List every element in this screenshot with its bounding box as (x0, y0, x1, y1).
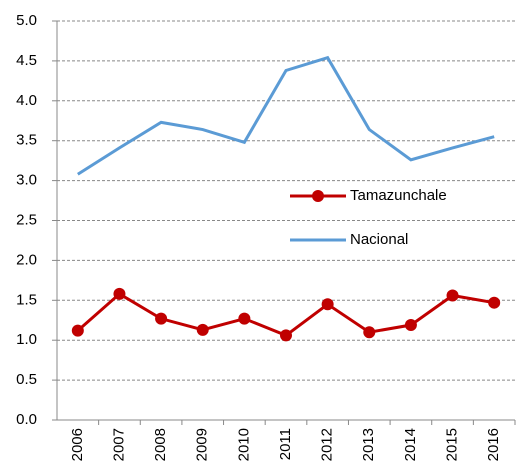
x-tick-label: 2006 (69, 428, 86, 461)
y-tick-label: 1.0 (16, 331, 37, 348)
x-tick-label: 2016 (485, 428, 502, 461)
x-tick-label: 2012 (319, 428, 336, 461)
x-tick-label: 2009 (194, 428, 211, 461)
x-tick-label: 2011 (277, 428, 294, 460)
y-tick-label: 3.0 (16, 172, 37, 189)
point (321, 298, 334, 311)
series-line (76, 292, 495, 338)
point (238, 312, 251, 325)
y-tick-label: 4.5 (16, 52, 37, 69)
y-tick-label: 2.5 (16, 211, 37, 228)
x-tick-label: 2007 (110, 428, 127, 461)
point (155, 312, 168, 325)
y-tick-label: 3.5 (16, 132, 37, 149)
x-tick-label: 2015 (444, 428, 461, 461)
x-tick-label: 2008 (152, 428, 169, 461)
y-tick-label: 0.0 (16, 411, 37, 428)
point (280, 329, 292, 342)
series-line (77, 55, 495, 176)
y-tick-label: 5.0 (16, 12, 37, 29)
legend-label: Nacional (350, 231, 408, 248)
point (488, 296, 501, 309)
x-tick-label: 2010 (235, 428, 252, 461)
point (363, 326, 376, 339)
y-tick-label: 2.0 (16, 251, 37, 268)
point (196, 323, 209, 336)
point (446, 289, 459, 302)
legend-label: Tamazunchale (350, 187, 447, 204)
x-tick-label: 2013 (360, 428, 377, 461)
point (404, 319, 417, 332)
y-tick-label: 1.5 (16, 291, 37, 308)
x-tick-label: 2014 (402, 428, 419, 461)
y-tick-label: 0.5 (16, 371, 37, 388)
point (71, 324, 84, 337)
legend-marker (312, 190, 324, 202)
y-tick-label: 4.0 (16, 92, 37, 109)
point (113, 287, 126, 300)
